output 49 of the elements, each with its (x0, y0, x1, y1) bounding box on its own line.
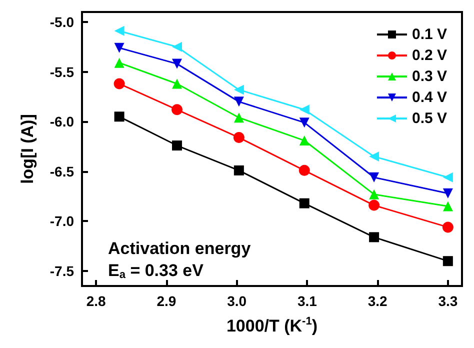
point (233, 132, 244, 144)
point (442, 172, 453, 182)
point (442, 188, 453, 198)
point (114, 42, 124, 53)
point (369, 172, 380, 182)
y-tick-label: -7.5 (50, 263, 74, 280)
legend-label: 0.3 V (412, 68, 448, 85)
point (114, 26, 124, 36)
point (114, 78, 125, 90)
point (172, 78, 182, 89)
x-tick-label: 2.8 (86, 293, 106, 309)
annotation: Activation energy (108, 239, 252, 258)
y-tick-label: -6.5 (50, 163, 74, 180)
y-tick-label: -6.0 (50, 114, 74, 130)
point (299, 104, 310, 115)
point (442, 256, 453, 266)
point (172, 58, 182, 69)
point (172, 140, 182, 151)
x-tick-label: 2.9 (156, 293, 176, 309)
legend-label: 0.5 V (412, 110, 448, 127)
point (234, 165, 244, 176)
point (234, 84, 244, 95)
legend-label: 0.2 V (412, 47, 448, 64)
y-tick-label: -5.5 (50, 64, 74, 80)
x-tick-label: 3.0 (227, 293, 247, 309)
point (369, 232, 380, 242)
point (234, 112, 244, 123)
point (299, 118, 310, 128)
x-tick-label: 3.3 (438, 293, 458, 309)
point (172, 42, 182, 52)
y-tick-label: -5.0 (50, 14, 74, 30)
point (299, 198, 310, 208)
point (299, 136, 310, 146)
point (442, 222, 454, 233)
point (234, 96, 244, 107)
y-tick-label: -7.0 (50, 213, 74, 230)
legend-label: 0.1 V (412, 26, 448, 43)
point (172, 104, 182, 116)
point (114, 112, 124, 122)
point (442, 201, 453, 212)
point (114, 58, 124, 68)
y-axis-title: log[I (A)] (18, 114, 37, 184)
point (368, 200, 380, 211)
x-tick-label: 3.2 (368, 293, 388, 309)
x-tick-label: 3.1 (297, 293, 318, 309)
point (369, 151, 380, 162)
point (298, 164, 310, 176)
point (369, 189, 380, 200)
legend-label: 0.4 V (412, 89, 448, 106)
